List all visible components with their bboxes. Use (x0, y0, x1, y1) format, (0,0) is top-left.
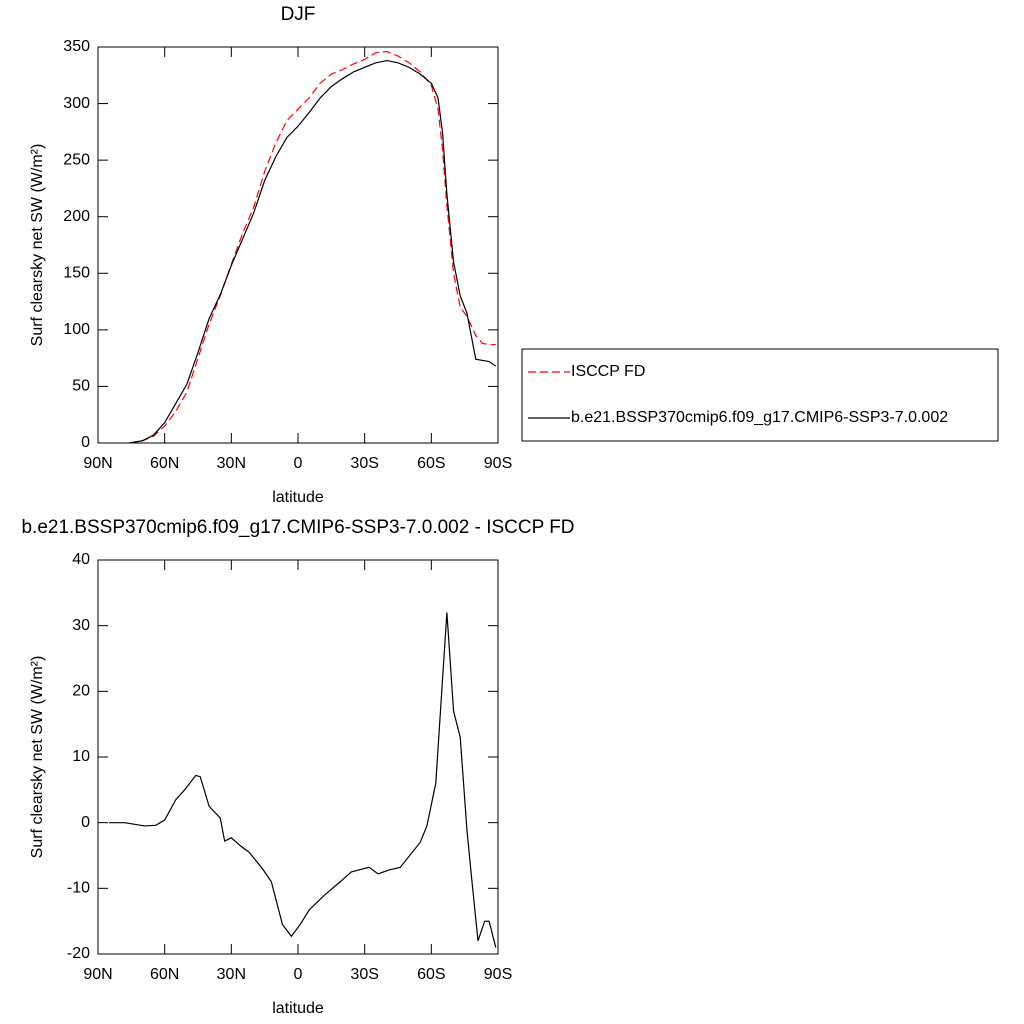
y-tick-label: -20 (67, 945, 90, 962)
x-tick-label: 90N (83, 966, 112, 983)
x-tick-label: 60N (150, 966, 179, 983)
y-tick-label: 50 (72, 378, 90, 395)
y-tick-label: -10 (67, 880, 90, 897)
legend-label: ISCCP FD (571, 363, 645, 380)
x-tick-label: 30S (350, 966, 378, 983)
x-tick-label: 90S (484, 966, 512, 983)
chart-title: b.e21.BSSP370cmip6.f09_g17.CMIP6-SSP3-7.… (21, 517, 574, 538)
y-axis-label: Surf clearsky net SW (W/m²) (29, 656, 46, 859)
x-axis-label: latitude (272, 1000, 324, 1017)
y-tick-label: 300 (63, 95, 90, 112)
chart-title: DJF (281, 4, 316, 25)
x-tick-label: 60S (417, 966, 445, 983)
x-tick-label: 0 (294, 455, 303, 472)
data-line (129, 50, 496, 444)
legend-box (521, 348, 999, 442)
y-tick-label: 0 (81, 434, 90, 451)
y-tick-label: 200 (63, 208, 90, 225)
x-tick-label: 30N (217, 455, 246, 472)
y-axis-label: Surf clearsky net SW (W/m²) (29, 144, 46, 347)
y-tick-label: 100 (63, 321, 90, 338)
data-line (109, 612, 497, 948)
x-axis-label: latitude (272, 489, 324, 506)
y-tick-label: 40 (72, 551, 90, 568)
y-tick-label: 350 (63, 38, 90, 55)
y-tick-label: 10 (72, 748, 90, 765)
x-tick-label: 90N (83, 455, 112, 472)
x-tick-label: 30N (217, 966, 246, 983)
y-tick-label: 150 (63, 265, 90, 282)
x-tick-label: 60S (417, 455, 445, 472)
y-tick-label: 250 (63, 151, 90, 168)
legend-label: b.e21.BSSP370cmip6.f09_g17.CMIP6-SSP3-7.… (571, 409, 948, 426)
y-tick-label: 30 (72, 617, 90, 634)
y-tick-label: 20 (72, 683, 90, 700)
y-tick-label: 0 (81, 814, 90, 831)
x-tick-label: 60N (150, 455, 179, 472)
plot-frame (97, 46, 499, 444)
x-tick-label: 0 (294, 966, 303, 983)
x-tick-label: 90S (484, 455, 512, 472)
data-line (129, 59, 497, 444)
x-tick-label: 30S (350, 455, 378, 472)
